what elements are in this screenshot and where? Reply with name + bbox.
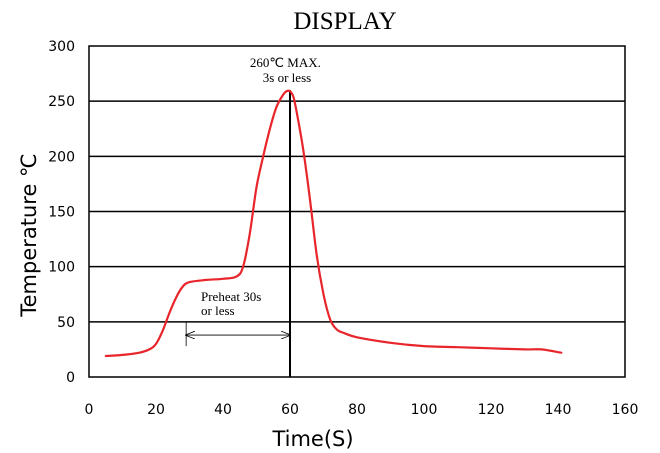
x-tick-140: 140 <box>545 402 572 418</box>
y-tick-0: 0 <box>66 370 75 386</box>
preheat-annotation: Preheat 30s or less <box>201 289 265 318</box>
peak-annotation-line-2: 3s or less <box>263 70 311 85</box>
x-tick-120: 120 <box>478 402 505 418</box>
plot-frame <box>88 45 626 378</box>
y-tick-250: 250 <box>48 94 75 110</box>
peak-annotation: 260℃ MAX. 3s or less <box>250 55 324 85</box>
preheat-annotation-line-2: or less <box>201 303 235 318</box>
gridlines <box>89 100 625 323</box>
chart-title: DISPLAY <box>293 8 396 35</box>
y-tick-150: 150 <box>48 205 75 221</box>
y-tick-200: 200 <box>48 149 75 165</box>
x-tick-160: 160 <box>612 402 639 418</box>
peak-annotation-line-1: 260℃ MAX. <box>250 55 321 70</box>
y-tick-100: 100 <box>48 260 75 276</box>
temperature-profile-line <box>104 89 563 358</box>
x-axis-label: Time(S) <box>271 427 353 451</box>
x-tick-labels: 0 20 40 60 80 100 120 140 160 <box>85 402 639 418</box>
x-tick-0: 0 <box>85 402 94 418</box>
y-tick-300: 300 <box>48 39 75 55</box>
y-axis-label: Temperature ℃ <box>17 153 41 317</box>
x-tick-60: 60 <box>281 402 299 418</box>
preheat-annotation-line-1: Preheat 30s <box>201 289 261 304</box>
y-tick-50: 50 <box>57 315 75 331</box>
y-tick-labels: 0 50 100 150 200 250 300 <box>48 39 75 386</box>
x-tick-20: 20 <box>147 402 165 418</box>
x-tick-40: 40 <box>214 402 232 418</box>
annotation-marks <box>186 90 291 377</box>
x-tick-80: 80 <box>348 402 366 418</box>
x-tick-100: 100 <box>411 402 438 418</box>
